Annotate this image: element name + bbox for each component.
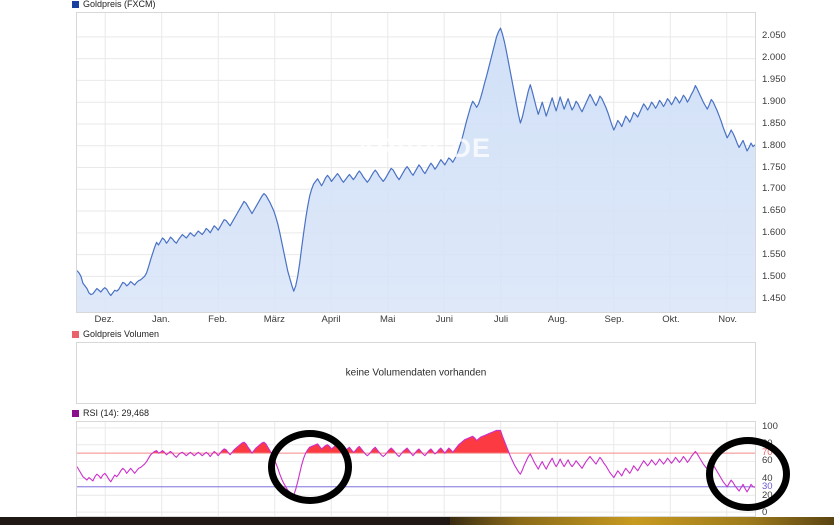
price-y-tick: 2.050 [762,30,786,41]
price-area-fill [77,28,755,312]
price-legend-label: Goldpreis (FXCM) [83,0,156,9]
price-y-axis: 2.050 2.000 1.950 1.900 1.850 1.800 1.750 1.700… [762,12,832,313]
price-plot [77,13,755,312]
price-y-tick: 1.800 [762,139,786,151]
price-x-tick: Feb. [208,314,228,325]
price-legend: Goldpreis (FXCM) [72,0,156,9]
rsi-plot [77,422,755,516]
price-y-tick: 2.000 [762,51,786,63]
price-x-tick: April [321,314,341,325]
price-series-svg [77,13,755,312]
price-x-tick: März [263,314,285,325]
price-y-tick: 1.900 [762,95,786,107]
volume-legend-label: Goldpreis Volumen [83,329,160,339]
price-y-tick: 1.950 [762,73,786,85]
price-x-tick: Sep. [604,314,625,325]
rsi-legend-label: RSI (14): 29,468 [83,408,150,418]
volume-legend: Goldpreis Volumen [72,330,159,339]
price-y-tick: 1.450 [762,293,786,304]
price-x-axis: Dez. Jan. Feb. März April Mai Juni Juli Aug. Sep.… [76,315,756,329]
rsi-series-svg [77,422,755,516]
rsi-y-tick: 0 [762,507,768,518]
volume-empty-message: keine Volumendaten vorhanden [345,367,487,379]
rsi-circle-left-annotation [268,430,352,504]
price-panel [76,12,756,313]
price-x-tick: Aug. [547,314,568,325]
rsi-y-tick: 100 [762,421,778,432]
rsi-line [77,429,755,496]
series-swatch-icon [72,410,79,417]
price-x-tick: Juli [493,314,509,325]
price-y-tick: 1.500 [762,271,786,283]
price-y-tick: 1.650 [762,205,786,217]
rsi-panel [76,421,756,517]
price-x-tick: Nov. [718,314,738,325]
price-y-tick: 1.750 [762,161,786,173]
bottom-strip [0,517,834,525]
rsi-circle-right-annotation [706,437,790,511]
price-y-tick: 1.600 [762,227,786,239]
price-x-tick: Jan. [152,314,170,325]
price-y-tick: 1.550 [762,249,786,261]
series-swatch-icon [72,331,79,338]
rsi-gridlines [77,422,755,516]
price-x-tick: Okt. [662,314,680,325]
series-swatch-icon [72,1,79,8]
price-y-tick: 1.850 [762,117,786,129]
rsi-legend: RSI (14): 29,468 [72,409,149,418]
price-x-tick: Mai [380,314,396,325]
price-y-tick: 1.700 [762,183,786,195]
price-x-tick: Dez. [94,314,115,325]
volume-panel: keine Volumendaten vorhanden [76,342,756,404]
price-x-tick: Juni [435,314,454,325]
bottom-strip-gold-segment [450,517,834,525]
price-line [77,27,755,297]
